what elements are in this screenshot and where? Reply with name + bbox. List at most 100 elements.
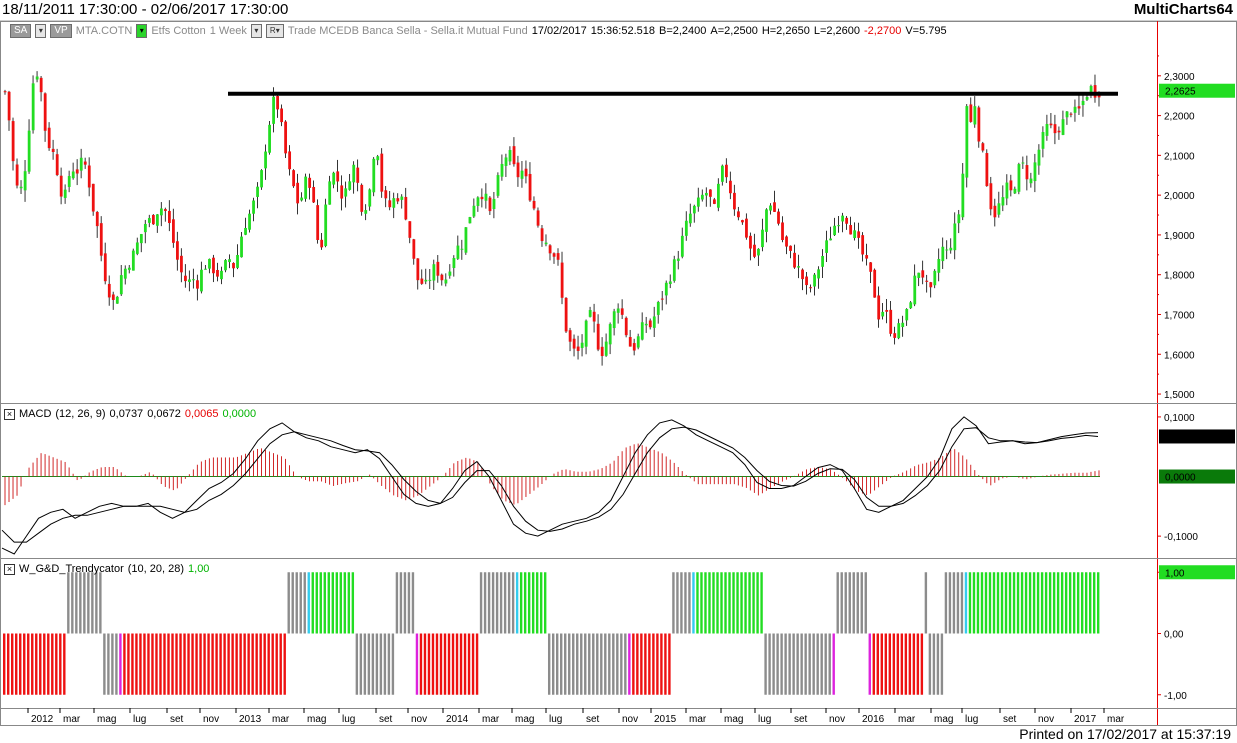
candle-body — [636, 336, 640, 348]
candle-body — [167, 210, 171, 224]
candle-body — [817, 269, 820, 279]
candle-body — [480, 196, 484, 200]
trend-bar — [1000, 572, 1004, 634]
candle-body — [1057, 130, 1061, 133]
candle-body — [460, 248, 464, 250]
trend-bar — [499, 572, 503, 634]
candle-body — [1073, 106, 1077, 113]
trend-bar — [251, 633, 254, 695]
trend-bar — [299, 572, 302, 634]
price-tick-label: 2,3000 — [1164, 72, 1195, 83]
trend-bar — [275, 633, 278, 695]
trend-bar — [367, 633, 371, 695]
trend-bar — [620, 633, 623, 695]
candle-body — [340, 185, 344, 199]
candle-body — [512, 146, 516, 165]
candle-body — [376, 156, 380, 161]
candle-body — [652, 316, 656, 328]
trend-bar — [820, 633, 823, 695]
trend-bar — [543, 572, 547, 634]
trend-bar — [259, 633, 262, 695]
candle-body — [1017, 164, 1021, 192]
trend-bar — [175, 633, 178, 695]
trend-bar — [359, 633, 363, 695]
trend-bar — [83, 572, 86, 634]
candle-body — [1053, 124, 1057, 134]
candle-body — [39, 77, 43, 93]
candle-body — [252, 200, 255, 214]
candle-body — [420, 278, 424, 284]
candle-body — [364, 210, 368, 214]
candle-body — [428, 279, 432, 281]
x-tick-label: 2016 — [862, 714, 885, 725]
candle-body — [388, 200, 392, 208]
trend-bar — [776, 633, 779, 695]
candle-body — [576, 346, 580, 351]
interval-label[interactable]: 1 Week — [209, 25, 247, 37]
data-fields: Trade MCEDB Banca Sella - Sella.it Mutua… — [287, 25, 528, 37]
candle-body — [704, 192, 708, 196]
candle-body — [885, 309, 889, 312]
trend-bar — [664, 633, 667, 695]
candle-body — [1041, 132, 1045, 149]
trend-bar — [387, 633, 391, 695]
x-tick-label: lug — [965, 714, 978, 725]
candle-body — [272, 96, 275, 124]
candle-body — [849, 225, 853, 235]
candle-body — [536, 210, 540, 226]
candle-body — [949, 247, 953, 251]
trend-bar — [684, 572, 687, 634]
trend-bar — [547, 633, 551, 695]
trend-bar — [836, 572, 839, 634]
candle-body — [256, 186, 259, 197]
candle-body — [905, 309, 909, 321]
candle-body — [111, 294, 115, 300]
candle-body — [700, 194, 704, 200]
trend-bar — [984, 572, 988, 634]
trend-bar — [744, 572, 747, 634]
x-tick-label: lug — [758, 714, 771, 725]
trend-bar — [912, 633, 916, 695]
trend-bar — [207, 633, 210, 695]
candle-body — [107, 283, 111, 298]
candle-body — [184, 275, 187, 282]
trend-bar — [752, 572, 755, 634]
zero-value-text: 0,0000 — [1165, 473, 1196, 484]
candle-body — [977, 107, 981, 142]
trend-bar — [596, 633, 599, 695]
close-icon[interactable]: × — [4, 563, 15, 575]
trend-bar — [576, 633, 579, 695]
trend-bar — [395, 572, 399, 634]
trend-bar — [840, 572, 843, 634]
trend-bar — [848, 572, 851, 634]
symbol-label[interactable]: MTA.COTN — [75, 25, 133, 37]
symbol-dropdown-icon[interactable]: ▾ — [136, 24, 148, 38]
candle-body — [985, 153, 989, 187]
trend-bar — [243, 633, 246, 695]
sa-button[interactable]: SA — [10, 24, 32, 38]
trend-bar — [227, 633, 230, 695]
trend-bar — [407, 572, 411, 634]
trend-bar — [223, 633, 226, 695]
candle-body — [208, 258, 211, 269]
x-tick-label: mag — [515, 714, 534, 725]
trend-bar — [335, 572, 339, 634]
candle-body — [464, 227, 468, 253]
app-name: MultiCharts64 — [1133, 1, 1233, 18]
sa-dropdown-icon[interactable]: ▾ — [35, 24, 47, 38]
close-icon[interactable]: × — [4, 408, 15, 420]
candle-body — [969, 104, 973, 122]
change-value: -2,2700 — [864, 25, 902, 37]
trend-bar — [976, 572, 980, 634]
trend-bar — [119, 633, 122, 695]
interval-dropdown-icon[interactable]: ▾ — [250, 24, 262, 38]
mode-button[interactable]: R▾ — [265, 24, 284, 38]
trend-bar — [171, 633, 174, 695]
trend-bar — [483, 572, 487, 634]
x-tick-label: 2012 — [31, 714, 54, 725]
trend-bar — [503, 572, 507, 634]
candle-body — [456, 245, 460, 259]
candle-body — [865, 255, 869, 259]
vp-button[interactable]: VP — [50, 24, 72, 38]
